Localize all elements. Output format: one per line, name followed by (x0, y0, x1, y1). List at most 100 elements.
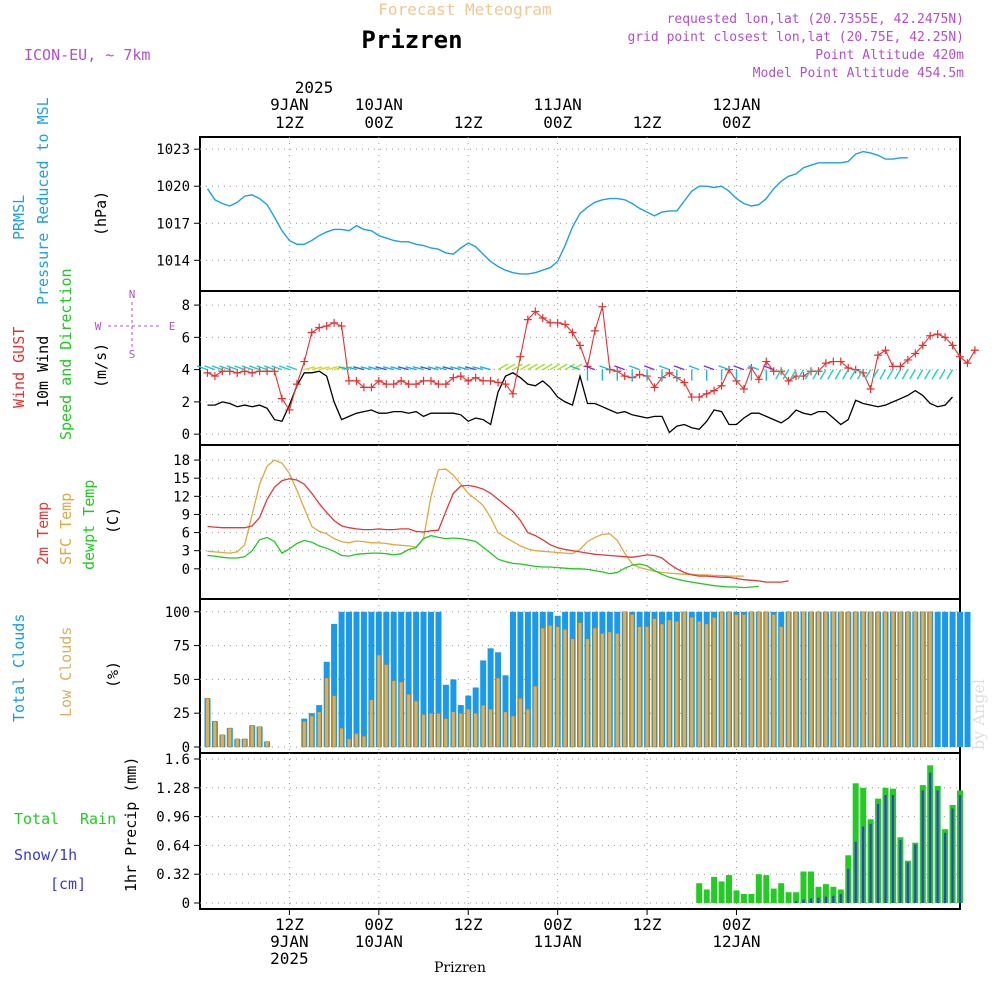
wind-direction-arrow (834, 369, 842, 380)
dewpt-line (207, 534, 759, 589)
low-cloud-bar (205, 697, 210, 748)
wind-direction-arrow (569, 365, 581, 371)
wind-gust-line-marker (754, 375, 763, 384)
wind-direction-arrow (564, 363, 575, 371)
wind-direction-arrow (775, 369, 782, 380)
low-cloud-bar (480, 704, 486, 748)
wind-gust-line-marker (799, 372, 808, 381)
wind-direction-arrow (338, 366, 350, 371)
total-cloud-bar (353, 611, 360, 747)
snow-bar (876, 804, 880, 903)
snow-bar (802, 899, 805, 903)
wind-gust-line-marker (270, 367, 279, 376)
low-cloud-bar (875, 611, 881, 748)
temperature-panel: 0 3 6 9 12 15 18 (173, 444, 961, 600)
low-cloud-bar (488, 708, 493, 748)
wind-direction-arrow (457, 366, 469, 371)
low-cloud-bar (838, 611, 843, 748)
low-cloud-bar (868, 611, 873, 748)
wind-gust-line-marker (464, 376, 473, 385)
wind-gust-line-marker (762, 357, 771, 366)
clouds-ytick-label: 25 (173, 706, 190, 722)
wind-direction-arrow (614, 365, 625, 371)
snow-bar (817, 897, 820, 903)
wind-direction-arrow (390, 366, 402, 371)
temperature-ytick-label: 0 (182, 562, 190, 578)
wind-gust-line-marker (449, 373, 458, 382)
low-cloud-bar (637, 626, 642, 748)
wind-gust-line-marker (300, 357, 309, 366)
wind-gust-line-marker (687, 393, 696, 402)
wind-gust-line-marker (635, 370, 644, 379)
rain-bar (740, 894, 747, 903)
low-cloud-bar (741, 614, 747, 748)
time-bottom-label: 12Z (454, 915, 483, 934)
rain-bar (793, 892, 800, 903)
wind-labels: Wind GUST 10m Wind Speed and Direction (… (10, 268, 175, 440)
wind-gust-line-marker (702, 389, 711, 398)
low-cloud-bar (920, 611, 925, 748)
wind-gust-line-marker (367, 383, 376, 392)
low-cloud-bar (406, 693, 411, 748)
watermark: by Angel (969, 679, 988, 750)
wind-gust-line-marker (956, 352, 964, 361)
total-cloud-bar (524, 611, 531, 747)
wind-direction-arrow (278, 365, 290, 371)
low-cloud-bar (235, 738, 240, 748)
time-bottom-label: 12JAN (712, 932, 760, 951)
wind-gust-line-marker (330, 318, 339, 327)
low-cloud-bar (384, 664, 389, 748)
snow-bar (795, 901, 798, 903)
precip-ytick-label: 0.32 (156, 867, 190, 883)
low-cloud-bar (793, 611, 799, 748)
wind-direction-arrow (856, 369, 864, 380)
requested-coords: requested lon,lat (20.7355E, 42.2475N) (667, 12, 964, 27)
precip-label-cm: [cm] (50, 875, 86, 893)
wind-direction-arrow (938, 369, 946, 380)
total-cloud-bar (964, 611, 971, 747)
wind-direction-arrow (924, 369, 931, 380)
low-cloud-bar (697, 620, 702, 748)
wind-gust-line-marker (508, 389, 517, 398)
snow-bar (936, 790, 939, 903)
wind-gust-line-marker (680, 378, 689, 387)
wind-label-gust: Wind GUST (10, 327, 28, 408)
wind-direction-arrow (341, 366, 353, 371)
low-cloud-bar (473, 712, 478, 748)
temperature-ytick-label: 18 (173, 453, 190, 469)
rain-bar (726, 875, 732, 903)
rain-bar (748, 894, 755, 903)
precip-unit: 1hr Precip (mm) (122, 757, 140, 892)
low-cloud-bar (622, 611, 627, 748)
wind-gust-line-marker (829, 357, 838, 366)
wind-gust-line-marker (970, 346, 979, 355)
wind-gust-line-marker (769, 367, 778, 376)
wind-gust-line-marker (456, 372, 465, 381)
wind-direction-arrow (360, 366, 372, 371)
total-cloud-bar (346, 611, 352, 747)
rain-bar (696, 883, 703, 903)
total-cloud-bar (532, 611, 539, 747)
wind-unit: (m/s) (92, 343, 110, 388)
time-top-day: 11JAN (534, 95, 582, 114)
wind-direction-arrow (812, 369, 820, 380)
wind-direction-arrow (234, 365, 245, 371)
snow-bar (951, 808, 954, 903)
wind-direction-arrow (797, 369, 805, 380)
clouds-ytick-label: 0 (182, 740, 190, 756)
snow-bar (906, 862, 909, 903)
low-cloud-bar (711, 616, 717, 748)
wind-direction-arrow (271, 365, 283, 371)
clouds-ytick-label: 50 (173, 672, 190, 688)
low-cloud-bar (607, 631, 612, 748)
snow-bar (958, 795, 962, 903)
wind-direction-arrow (894, 369, 901, 380)
wind-gust-line-marker (836, 357, 845, 366)
low-cloud-bar (466, 708, 471, 748)
wind-gust-line-marker (255, 367, 264, 376)
wind-direction-arrow (353, 366, 365, 371)
wind-direction-arrow (549, 363, 561, 371)
low-cloud-bar (369, 699, 374, 748)
wind-direction-arrow (333, 366, 345, 371)
wind-direction-arrow (412, 366, 424, 371)
